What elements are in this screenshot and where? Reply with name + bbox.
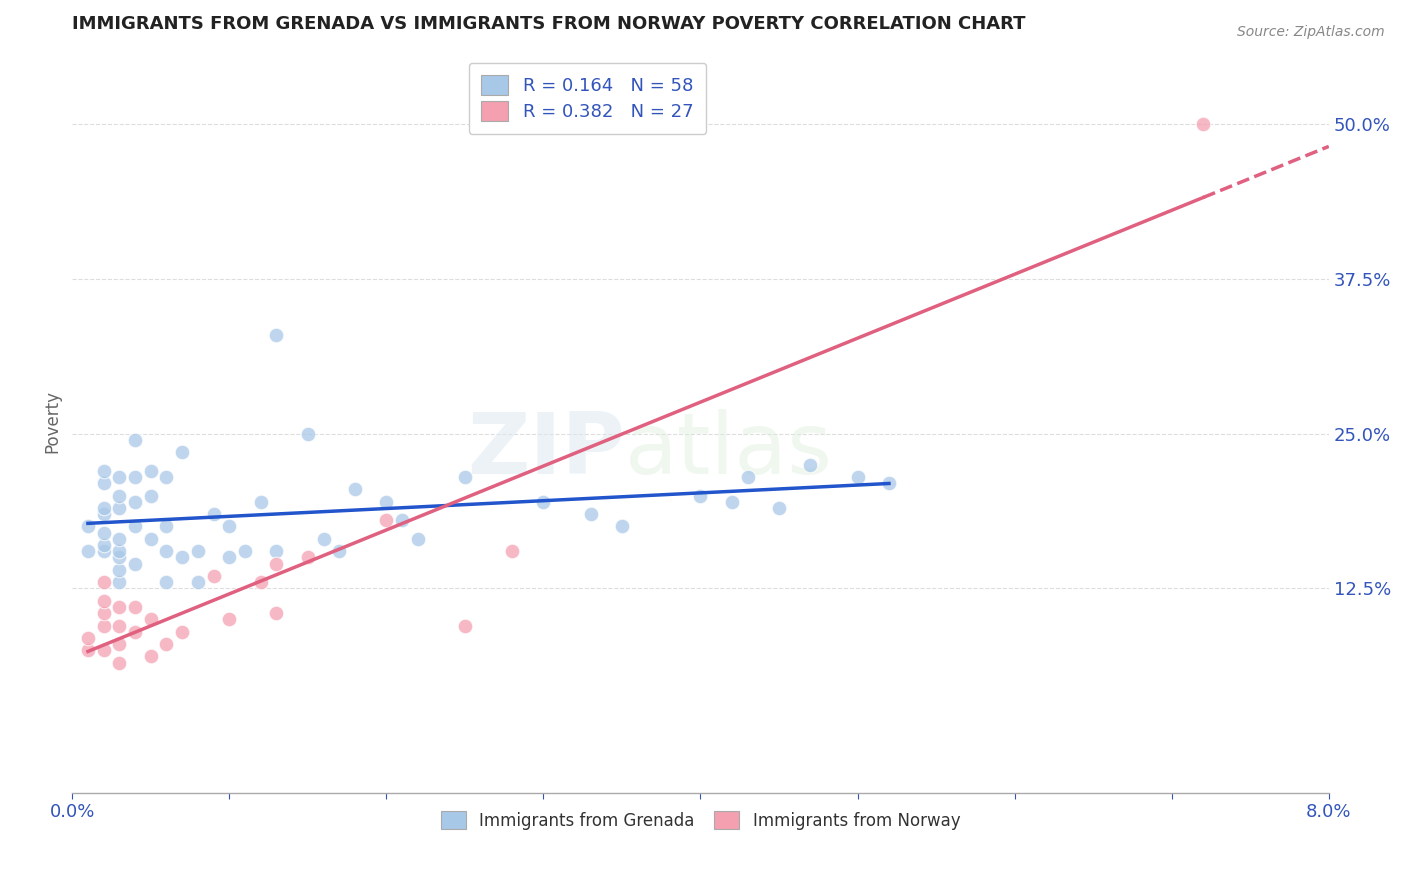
Point bbox=[108, 656, 131, 670]
Point bbox=[93, 606, 115, 620]
Point bbox=[93, 464, 115, 478]
Point bbox=[768, 500, 790, 515]
Point bbox=[266, 606, 288, 620]
Point bbox=[202, 507, 225, 521]
Point bbox=[108, 575, 131, 590]
Point bbox=[454, 618, 477, 632]
Point bbox=[343, 483, 366, 497]
Point bbox=[124, 557, 146, 571]
Point bbox=[1192, 117, 1215, 131]
Point bbox=[155, 637, 177, 651]
Point bbox=[108, 637, 131, 651]
Point bbox=[77, 544, 100, 558]
Point bbox=[108, 544, 131, 558]
Point bbox=[266, 544, 288, 558]
Point bbox=[328, 544, 350, 558]
Point bbox=[93, 525, 115, 540]
Legend: Immigrants from Grenada, Immigrants from Norway: Immigrants from Grenada, Immigrants from… bbox=[434, 805, 967, 837]
Point bbox=[846, 470, 869, 484]
Point bbox=[139, 464, 162, 478]
Point bbox=[93, 476, 115, 491]
Point bbox=[266, 327, 288, 342]
Point bbox=[93, 618, 115, 632]
Point bbox=[77, 643, 100, 657]
Point bbox=[312, 532, 335, 546]
Point bbox=[266, 557, 288, 571]
Point bbox=[172, 624, 194, 639]
Point bbox=[124, 519, 146, 533]
Point bbox=[124, 624, 146, 639]
Point bbox=[249, 575, 271, 590]
Point bbox=[124, 433, 146, 447]
Point bbox=[108, 599, 131, 614]
Text: atlas: atlas bbox=[626, 409, 834, 492]
Point bbox=[721, 494, 744, 508]
Point bbox=[202, 569, 225, 583]
Text: IMMIGRANTS FROM GRENADA VS IMMIGRANTS FROM NORWAY POVERTY CORRELATION CHART: IMMIGRANTS FROM GRENADA VS IMMIGRANTS FR… bbox=[72, 15, 1026, 33]
Point bbox=[108, 550, 131, 565]
Point bbox=[155, 519, 177, 533]
Y-axis label: Poverty: Poverty bbox=[44, 390, 60, 453]
Point bbox=[93, 507, 115, 521]
Point bbox=[155, 544, 177, 558]
Point bbox=[799, 458, 821, 472]
Point bbox=[375, 494, 398, 508]
Point bbox=[233, 544, 256, 558]
Point bbox=[108, 563, 131, 577]
Point bbox=[610, 519, 633, 533]
Point bbox=[139, 649, 162, 664]
Point bbox=[93, 593, 115, 607]
Point bbox=[108, 618, 131, 632]
Point bbox=[139, 489, 162, 503]
Point bbox=[454, 470, 477, 484]
Point bbox=[579, 507, 602, 521]
Point bbox=[297, 426, 319, 441]
Point bbox=[689, 489, 711, 503]
Point bbox=[501, 544, 523, 558]
Point bbox=[406, 532, 429, 546]
Point bbox=[108, 470, 131, 484]
Point bbox=[172, 445, 194, 459]
Point bbox=[218, 519, 240, 533]
Point bbox=[533, 494, 555, 508]
Point bbox=[124, 470, 146, 484]
Point bbox=[124, 494, 146, 508]
Point bbox=[187, 544, 209, 558]
Point bbox=[249, 494, 271, 508]
Point bbox=[108, 489, 131, 503]
Point bbox=[93, 643, 115, 657]
Point bbox=[93, 544, 115, 558]
Point bbox=[93, 575, 115, 590]
Point bbox=[172, 550, 194, 565]
Point bbox=[218, 612, 240, 626]
Point bbox=[77, 631, 100, 645]
Text: Source: ZipAtlas.com: Source: ZipAtlas.com bbox=[1237, 25, 1385, 39]
Point bbox=[108, 532, 131, 546]
Text: ZIP: ZIP bbox=[467, 409, 626, 492]
Point bbox=[139, 532, 162, 546]
Point bbox=[77, 519, 100, 533]
Point bbox=[391, 513, 413, 527]
Point bbox=[877, 476, 900, 491]
Point bbox=[93, 500, 115, 515]
Point bbox=[108, 500, 131, 515]
Point bbox=[297, 550, 319, 565]
Point bbox=[93, 538, 115, 552]
Point bbox=[737, 470, 759, 484]
Point bbox=[139, 612, 162, 626]
Point bbox=[124, 599, 146, 614]
Point bbox=[155, 575, 177, 590]
Point bbox=[375, 513, 398, 527]
Point bbox=[155, 470, 177, 484]
Point bbox=[187, 575, 209, 590]
Point bbox=[218, 550, 240, 565]
